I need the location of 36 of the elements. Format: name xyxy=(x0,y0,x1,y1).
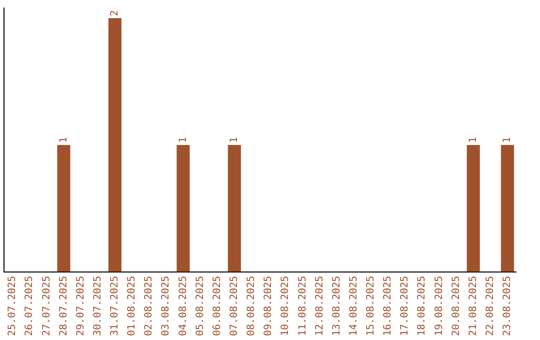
x-tick-label: 27.07.2025 xyxy=(41,276,52,336)
x-tick-label: 12.08.2025 xyxy=(314,276,326,336)
x-tick-label: 26.07.2025 xyxy=(24,276,36,336)
x-tick-label: 09.08.2025 xyxy=(263,276,274,336)
x-tick-label: 07.08.2025 xyxy=(228,276,240,336)
x-tick-label: 06.08.2025 xyxy=(212,276,223,336)
x-tick-label: 20.08.2025 xyxy=(450,276,462,336)
x-tick-label: 22.08.2025 xyxy=(484,276,496,336)
data-label: 1 xyxy=(228,136,240,143)
x-tick-label: 04.08.2025 xyxy=(178,276,189,336)
x-tick-label: 17.08.2025 xyxy=(400,276,411,336)
x-tick-label: 16.08.2025 xyxy=(382,276,394,336)
x-tick-label: 10.08.2025 xyxy=(280,276,292,336)
x-tick-label: 25.07.2025 xyxy=(7,276,18,336)
x-tick-label: 01.08.2025 xyxy=(126,276,138,336)
x-tick-label: 11.08.2025 xyxy=(297,276,308,336)
x-tick-label: 14.08.2025 xyxy=(348,276,360,336)
x-tick-label: 21.08.2025 xyxy=(468,276,479,336)
x-tick-label: 23.08.2025 xyxy=(502,276,514,336)
data-label: 1 xyxy=(58,136,70,143)
data-label: 2 xyxy=(110,10,121,16)
x-tick-label: 02.08.2025 xyxy=(144,276,155,336)
x-tick-label: 31.07.2025 xyxy=(110,276,121,336)
x-tick-label: 29.07.2025 xyxy=(75,276,86,336)
x-tick-label: 15.08.2025 xyxy=(366,276,377,336)
x-tick-label: 28.07.2025 xyxy=(58,276,70,336)
x-tick-label: 30.07.2025 xyxy=(92,276,104,336)
x-tick-label: 13.08.2025 xyxy=(331,276,342,336)
x-tick-label: 18.08.2025 xyxy=(416,276,428,336)
x-tick-label: 19.08.2025 xyxy=(434,276,445,336)
data-label: 1 xyxy=(468,136,479,143)
data-label: 1 xyxy=(502,136,514,143)
x-tick-label: 03.08.2025 xyxy=(160,276,172,336)
x-tick-label: 08.08.2025 xyxy=(246,276,258,336)
x-tick-label: 05.08.2025 xyxy=(194,276,206,336)
data-label: 1 xyxy=(178,136,189,143)
